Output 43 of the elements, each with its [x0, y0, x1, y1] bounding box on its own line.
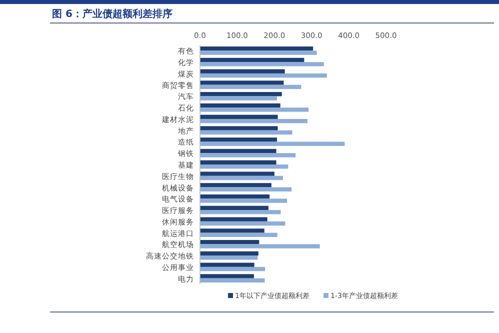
bar: [200, 96, 278, 100]
bar: [200, 164, 288, 169]
bar: [200, 46, 314, 51]
bar: [200, 142, 345, 146]
bar: [200, 206, 268, 210]
bar: [200, 80, 284, 85]
bar: [200, 69, 285, 74]
bar: [200, 50, 317, 55]
bar: [200, 153, 296, 158]
bar: [200, 274, 254, 278]
bar: [200, 198, 288, 203]
bar: [200, 251, 258, 256]
text: 图 6：产业债超额利差排序: [52, 8, 172, 20]
bar: [200, 58, 304, 62]
bar: [200, 73, 327, 78]
bar: [200, 114, 278, 119]
bar: [200, 103, 280, 108]
bar: [200, 240, 260, 244]
bar: [200, 228, 264, 233]
bar: [200, 108, 309, 112]
bar: [200, 187, 292, 192]
bar: [200, 160, 276, 164]
bar: [200, 278, 265, 283]
bar: [200, 232, 278, 237]
bar: [200, 176, 283, 180]
bar: [200, 148, 276, 154]
bar: [200, 244, 320, 248]
bar: [200, 266, 266, 272]
bar: [200, 262, 254, 267]
bar: [200, 130, 292, 135]
bar: [200, 62, 324, 66]
bar: [200, 126, 278, 130]
bar: [200, 183, 272, 188]
bar: [200, 172, 274, 176]
bar: [200, 256, 258, 260]
bar: [200, 84, 302, 90]
bar: [200, 217, 268, 222]
bar: [200, 194, 270, 199]
bar: [200, 210, 281, 214]
bar: [200, 118, 308, 124]
bar: [200, 221, 286, 226]
bar: [200, 92, 282, 96]
bar: [200, 138, 278, 142]
